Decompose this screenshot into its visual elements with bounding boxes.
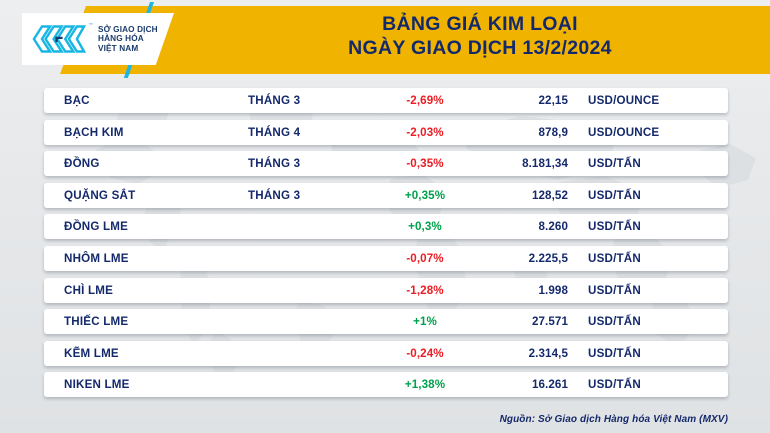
cell-price: 2.314,5 xyxy=(528,346,568,360)
cell-change: -2,69% xyxy=(406,94,444,107)
table-row[interactable]: KẼM LME -0,24% 2.314,5 USD/TẤN xyxy=(44,340,728,366)
cell-unit: USD/TẤN xyxy=(588,283,641,297)
logo-line-3: VIỆT NAM xyxy=(98,43,139,53)
cell-price: 878,9 xyxy=(538,125,568,139)
cell-name: BẠC xyxy=(64,94,90,107)
cell-change: -1,28% xyxy=(406,283,444,297)
cell-price: 16.261 xyxy=(531,378,568,392)
cell-change: +0,3% xyxy=(408,220,442,234)
cell-name: BẠCH KIM xyxy=(64,125,124,139)
cell-change: -0,35% xyxy=(406,157,444,171)
cell-unit: USD/TẤN xyxy=(588,251,641,265)
cell-price: 1.998 xyxy=(538,283,568,297)
table-row[interactable]: BẠCH KIM THÁNG 4 -2,03% 878,9 USD/OUNCE xyxy=(44,119,728,145)
table-row[interactable]: BẠC THÁNG 3 -2,69% 22,15 USD/OUNCE xyxy=(44,88,728,113)
cell-unit: USD/TẤN xyxy=(588,378,641,392)
table-row[interactable]: NIKEN LME +1,38% 16.261 USD/TẤN xyxy=(44,372,728,398)
cell-price: 2.225,5 xyxy=(528,251,568,265)
cell-unit: USD/TẤN xyxy=(588,346,641,360)
cell-unit: USD/TẤN xyxy=(588,188,641,202)
table-row[interactable]: ĐỒNG LME +0,3% 8.260 USD/TẤN xyxy=(44,214,728,240)
cell-name: QUẶNG SẮT xyxy=(64,188,136,202)
cell-price: 8.260 xyxy=(538,220,568,234)
cell-unit: USD/OUNCE xyxy=(588,94,660,107)
logo-line-2: HÀNG HÓA xyxy=(98,34,144,44)
gold-banner-shape xyxy=(60,6,770,74)
cell-change: -0,24% xyxy=(406,346,444,360)
cell-month: THÁNG 3 xyxy=(248,157,301,171)
table-row[interactable]: NHÔM LME -0,07% 2.225,5 USD/TẤN xyxy=(44,245,728,271)
cell-price: 22,15 xyxy=(538,94,568,107)
mxv-logo-mark-icon xyxy=(32,25,86,53)
cell-unit: USD/TẤN xyxy=(588,315,641,329)
cell-month: THÁNG 3 xyxy=(248,188,301,202)
cell-change: -2,03% xyxy=(406,125,444,139)
cell-month: THÁNG 4 xyxy=(248,125,301,139)
title-line-1: BẢNG GIÁ KIM LOẠI xyxy=(382,13,578,35)
cell-change: +1% xyxy=(413,315,437,329)
source-note: Nguồn: Sở Giao dịch Hàng hóa Việt Nam (M… xyxy=(499,414,728,425)
header-banner: ™ SỞ GIAO DỊCH HÀNG HÓA VIỆT NAM BẢNG GI… xyxy=(0,0,770,80)
cell-change: -0,07% xyxy=(406,251,444,265)
cell-month: THÁNG 3 xyxy=(248,94,301,107)
cell-name: THIẾC LME xyxy=(64,315,129,329)
table-row[interactable]: QUẶNG SẮT THÁNG 3 +0,35% 128,52 USD/TẤN xyxy=(44,182,728,208)
cell-name: NIKEN LME xyxy=(64,378,130,392)
cell-change: +0,35% xyxy=(404,188,446,202)
cell-price: 8.181,34 xyxy=(522,157,568,171)
cell-unit: USD/OUNCE xyxy=(588,125,660,139)
title-line-2: NGÀY GIAO DỊCH 13/2/2024 xyxy=(348,37,612,59)
page-title: BẢNG GIÁ KIM LOẠI NGÀY GIAO DỊCH 13/2/20… xyxy=(200,12,760,60)
table-row[interactable]: THIẾC LME +1% 27.571 USD/TẤN xyxy=(44,309,728,335)
cell-unit: USD/TẤN xyxy=(588,220,641,234)
cell-change: +1,38% xyxy=(404,378,446,392)
logo-line-1: SỞ GIAO DỊCH xyxy=(98,24,158,34)
cell-name: ĐỒNG xyxy=(64,157,100,171)
price-table: BẠC THÁNG 3 -2,69% 22,15 USD/OUNCE BẠCH KIM TH… xyxy=(44,88,728,404)
cell-price: 27.571 xyxy=(531,315,568,329)
table-row[interactable]: ĐỒNG THÁNG 3 -0,35% 8.181,34 USD/TẤN xyxy=(44,151,728,177)
cell-name: KẼM LME xyxy=(64,346,119,360)
trademark-symbol: ™ xyxy=(89,22,93,27)
table-row[interactable]: CHÌ LME -1,28% 1.998 USD/TẤN xyxy=(44,277,728,303)
logo-wordmark: SỞ GIAO DỊCH HÀNG HÓA VIỆT NAM xyxy=(98,25,158,54)
cell-price: 128,52 xyxy=(531,188,568,202)
cell-name: ĐỒNG LME xyxy=(64,220,129,234)
cell-name: CHÌ LME xyxy=(64,283,114,297)
cell-name: NHÔM LME xyxy=(64,251,129,265)
logo-card: ™ SỞ GIAO DỊCH HÀNG HÓA VIỆT NAM xyxy=(22,13,174,65)
cell-unit: USD/TẤN xyxy=(588,157,641,171)
